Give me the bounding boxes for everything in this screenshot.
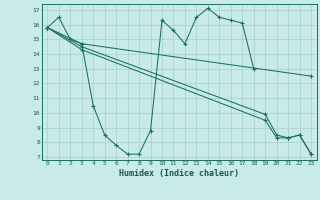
X-axis label: Humidex (Indice chaleur): Humidex (Indice chaleur): [119, 169, 239, 178]
